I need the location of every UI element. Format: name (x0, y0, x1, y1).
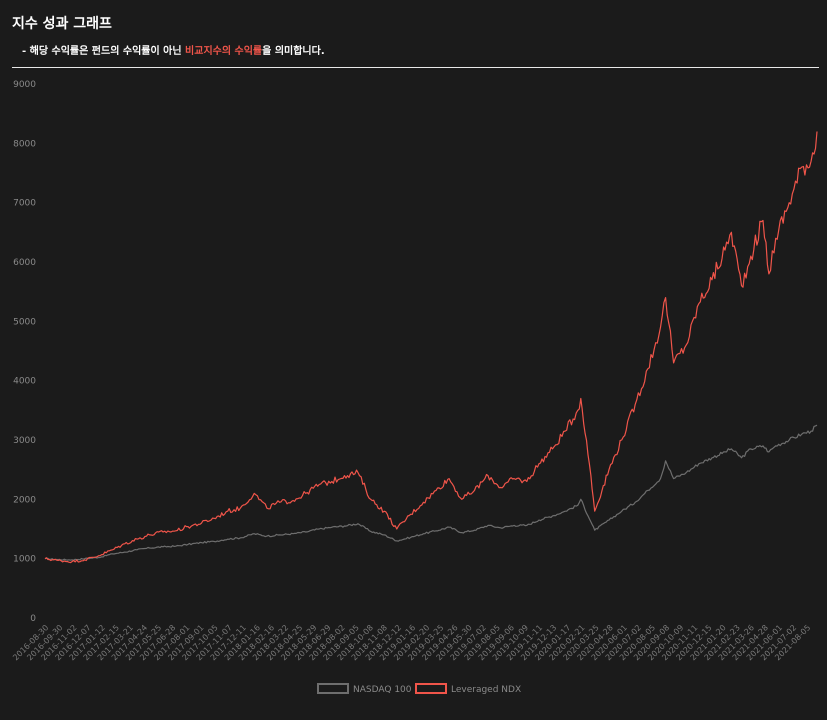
y-tick-label: 0 (30, 614, 36, 624)
y-tick-label: 4000 (13, 377, 36, 387)
page-title: 지수 성과 그래프 (12, 16, 112, 32)
series-lines (44, 131, 818, 564)
y-tick-label: 9000 (13, 80, 36, 90)
y-tick-label: 5000 (13, 317, 36, 327)
y-axis: 0 1000 2000 3000 4000 5000 6000 7000 8000 9000 (13, 80, 36, 624)
y-tick-label: 6000 (13, 258, 36, 268)
disclaimer-text: - 해당 수익률은 펀드의 수익률이 아닌 비교지수의 수익률을 의미합니다. (22, 42, 325, 57)
chart-legend[interactable]: NASDAQ 100 Leveraged NDX (317, 683, 521, 695)
y-tick-label: 8000 (13, 139, 36, 149)
legend-label-nasdaq[interactable]: NASDAQ 100 (353, 685, 412, 695)
header-divider (12, 67, 819, 68)
legend-label-leveraged[interactable]: Leveraged NDX (451, 685, 521, 695)
disclaimer-prefix: - 해당 수익률은 펀드의 수익률이 아닌 (22, 46, 186, 57)
y-tick-label: 3000 (13, 436, 36, 446)
legend-swatch-nasdaq[interactable] (317, 683, 349, 694)
disclaimer-suffix: 을 의미합니다. (262, 46, 325, 57)
y-tick-label: 7000 (13, 199, 36, 209)
series-line-nasdaq (44, 424, 818, 561)
x-axis: 2016-08-302016-09-302016-11-022016-12-07… (11, 623, 812, 662)
disclaimer-highlight: 비교지수의 수익률 (185, 46, 263, 57)
y-tick-label: 1000 (13, 555, 36, 565)
y-tick-label: 2000 (13, 495, 36, 505)
series-line-leveraged (44, 131, 818, 564)
legend-swatch-leveraged[interactable] (415, 683, 447, 694)
